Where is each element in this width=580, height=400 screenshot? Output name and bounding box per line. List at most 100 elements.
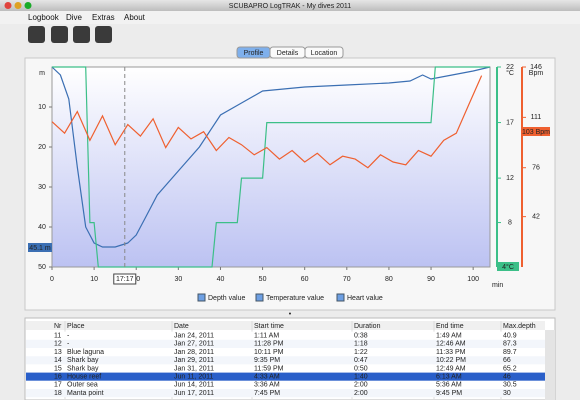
zoom-button[interactable] [24,2,32,9]
row[interactable] [26,389,545,398]
y2-tick-label: 8 [508,219,512,226]
depth-readout: 45.1 m [29,245,51,252]
menu-bar [0,11,580,24]
cell: 89.7 [503,349,517,356]
cell: 11:28 PM [254,341,284,348]
x-tick-label: 0 [50,276,54,283]
y3-tick-label: 42 [532,213,540,220]
column-header[interactable]: Date [174,323,189,330]
series-line [51,66,491,248]
column-header[interactable]: Place [67,323,85,330]
x-tick-label: 10 [90,276,98,283]
tab[interactable] [304,46,344,59]
cell: Jun 11, 2011 [174,374,214,381]
tool-icon[interactable] [28,26,45,43]
cell: 18 [54,390,62,397]
row[interactable] [26,380,545,389]
column-header[interactable]: Max.depth [503,323,536,330]
window-title: SCUBAPRO LogTRAK - My dives 2011 [229,3,352,10]
cell: Shark bay [67,365,99,372]
legend-label[interactable]: Temperature value [266,295,324,302]
y2-tick-label: 17 [506,119,514,126]
cell: 1:18 [354,341,368,348]
legend-checkbox[interactable] [197,293,206,302]
cell: Jun 14, 2011 [174,382,214,389]
y-axis-label: m [39,70,45,77]
column-header[interactable]: Nr [54,323,62,330]
tab-label[interactable]: Location [311,50,338,57]
legend-label[interactable]: Heart value [347,295,383,302]
row[interactable] [26,331,545,340]
menu-item[interactable]: About [124,13,146,22]
heart-readout: 103 Bpm [522,129,550,136]
cell: 15 [54,365,62,372]
cell: - [67,341,70,348]
tab-label[interactable]: Profile [244,50,264,57]
legend-checkbox[interactable] [336,293,345,302]
series-line [51,75,483,169]
cell: 4:33 AM [254,374,280,381]
cell: Jan 28, 2011 [174,349,214,356]
y-tick-label: 30 [38,184,46,191]
cell: Jan 24, 2011 [174,333,214,340]
temp-badge [497,262,519,271]
cell: 14 [54,357,62,364]
cell: 65.2 [503,365,517,372]
column-header[interactable]: End time [436,323,464,330]
y-tick-label: 20 [38,144,46,151]
cell: Manta point [67,390,104,397]
cell: 30.5 [503,382,517,389]
minimize-button[interactable] [14,2,22,9]
tool-icon[interactable] [51,26,68,43]
column-header[interactable]: Start time [254,323,284,330]
row[interactable] [26,364,545,373]
selected-row[interactable] [26,372,545,381]
cell: 46 [503,374,511,381]
cell: 11 [54,333,61,340]
menu-item[interactable]: Extras [92,13,115,22]
cell: 0:38 [354,333,368,340]
toolbar [28,26,112,43]
cell: 1:11 AM [254,333,279,340]
cell: 2:00 [354,390,368,397]
scrollbar[interactable] [545,330,555,400]
close-button[interactable] [4,2,12,9]
cell: 9:35 PM [254,357,280,364]
tab-label[interactable]: Details [277,50,299,57]
menu-item[interactable]: Dive [66,13,83,22]
plot-area [51,66,491,268]
menu-item[interactable]: Logbook [28,13,60,22]
splitter[interactable]: • [289,311,292,318]
cell: 3:36 AM [254,382,280,389]
y2-axis-label: °C [506,69,514,77]
cell: Jan 31, 2011 [174,365,214,372]
row[interactable] [26,348,545,357]
y2-tick-label: 12 [506,175,514,182]
cell: 10:22 PM [436,357,466,364]
cell: Jun 17, 2011 [174,390,214,397]
cell: 9:45 PM [436,390,462,397]
cursor-time: 17:17 [116,276,134,283]
temp-readout: 4°C [502,263,514,271]
row[interactable] [26,339,545,348]
cell: 6:13 AM [436,374,462,381]
row[interactable] [26,356,545,365]
cell: 12:46 AM [436,341,466,348]
cell: 12:49 AM [436,365,466,372]
x-tick-label: 50 [259,276,267,283]
cell: 12 [54,341,62,348]
title-bar [0,0,580,11]
legend-label[interactable]: Depth value [208,295,245,302]
cell: 1:49 AM [436,333,462,340]
heart-badge [522,127,550,136]
tool-icon[interactable] [95,26,112,43]
legend-checkbox[interactable] [255,293,264,302]
y-tick-label: 40 [38,224,46,231]
cell: Blue laguna [67,349,104,356]
column-header[interactable]: Duration [354,323,381,330]
cell: Jan 27, 2011 [174,341,214,348]
tool-icon[interactable] [73,26,90,43]
x-tick-label: 30 [174,276,182,283]
x-tick-label: 100 [467,276,479,283]
